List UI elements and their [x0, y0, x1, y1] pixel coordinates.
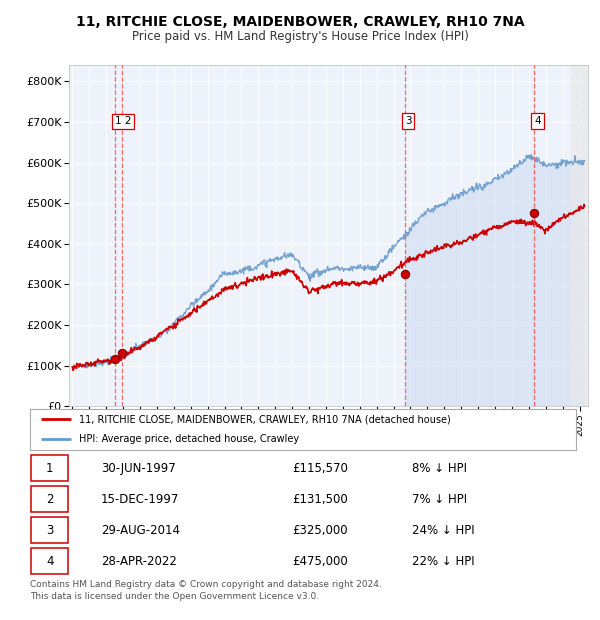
Text: 3: 3 — [405, 117, 412, 126]
Text: Contains HM Land Registry data © Crown copyright and database right 2024.
This d: Contains HM Land Registry data © Crown c… — [30, 580, 382, 601]
Text: £325,000: £325,000 — [292, 524, 348, 536]
FancyBboxPatch shape — [31, 548, 68, 574]
Text: 15-DEC-1997: 15-DEC-1997 — [101, 493, 179, 505]
FancyBboxPatch shape — [31, 517, 68, 543]
Text: 7% ↓ HPI: 7% ↓ HPI — [412, 493, 467, 505]
Text: 30-JUN-1997: 30-JUN-1997 — [101, 462, 176, 474]
Text: £475,000: £475,000 — [292, 555, 348, 567]
Text: 28-APR-2022: 28-APR-2022 — [101, 555, 177, 567]
Text: 29-AUG-2014: 29-AUG-2014 — [101, 524, 180, 536]
Text: 11, RITCHIE CLOSE, MAIDENBOWER, CRAWLEY, RH10 7NA (detached house): 11, RITCHIE CLOSE, MAIDENBOWER, CRAWLEY,… — [79, 414, 451, 424]
Text: 2: 2 — [46, 493, 53, 505]
Text: 24% ↓ HPI: 24% ↓ HPI — [412, 524, 475, 536]
Bar — [571, 65, 588, 406]
Text: 1: 1 — [46, 462, 53, 474]
Text: 4: 4 — [46, 555, 53, 567]
FancyBboxPatch shape — [31, 455, 68, 481]
Text: 22% ↓ HPI: 22% ↓ HPI — [412, 555, 475, 567]
FancyBboxPatch shape — [31, 486, 68, 512]
Text: 8% ↓ HPI: 8% ↓ HPI — [412, 462, 467, 474]
Text: 1 2: 1 2 — [115, 117, 131, 126]
Text: 4: 4 — [534, 117, 541, 126]
Text: HPI: Average price, detached house, Crawley: HPI: Average price, detached house, Craw… — [79, 435, 299, 445]
Text: 3: 3 — [46, 524, 53, 536]
Text: £115,570: £115,570 — [292, 462, 348, 474]
Text: Price paid vs. HM Land Registry's House Price Index (HPI): Price paid vs. HM Land Registry's House … — [131, 30, 469, 43]
Text: 11, RITCHIE CLOSE, MAIDENBOWER, CRAWLEY, RH10 7NA: 11, RITCHIE CLOSE, MAIDENBOWER, CRAWLEY,… — [76, 16, 524, 30]
Text: £131,500: £131,500 — [292, 493, 348, 505]
